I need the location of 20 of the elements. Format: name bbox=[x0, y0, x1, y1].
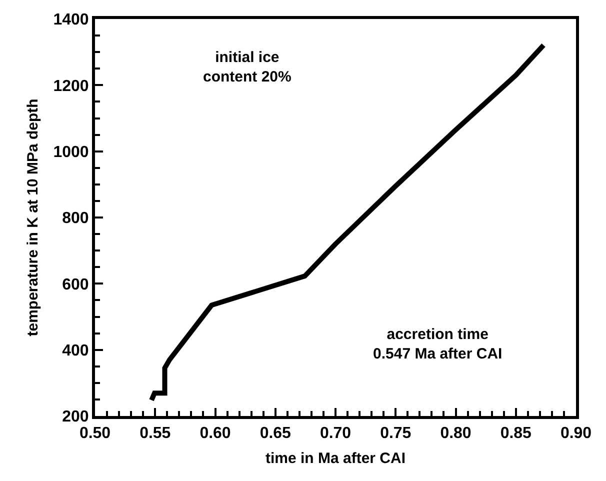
x-tick-label: 0.75 bbox=[380, 425, 412, 442]
x-axis-title: time in Ma after CAI bbox=[265, 450, 406, 468]
x-tick-label: 0.90 bbox=[560, 425, 592, 442]
x-tick-label: 0.50 bbox=[79, 425, 111, 442]
y-tick-label: 200 bbox=[62, 408, 89, 426]
y-tick-label: 1200 bbox=[53, 78, 89, 95]
x-tick-label: 0.70 bbox=[320, 425, 352, 442]
x-tick-label: 0.65 bbox=[260, 425, 292, 442]
y-tick-label: 600 bbox=[62, 276, 89, 294]
y-tick-label: 400 bbox=[62, 342, 89, 360]
x-tick-label: 0.80 bbox=[440, 425, 472, 442]
x-tick-label: 0.60 bbox=[200, 425, 231, 442]
x-tick-label: 0.85 bbox=[500, 425, 532, 442]
y-tick-label: 1400 bbox=[53, 12, 89, 29]
y-axis-title: temperature in K at 10 MPa depth bbox=[24, 98, 42, 336]
y-tick-label: 800 bbox=[62, 210, 89, 228]
annotation: accretion time 0.547 Ma after CAI bbox=[373, 326, 502, 362]
y-tick-label: 1000 bbox=[53, 144, 89, 161]
x-tick-label: 0.55 bbox=[140, 425, 171, 442]
annotation: initial ice content 20% bbox=[203, 49, 292, 86]
